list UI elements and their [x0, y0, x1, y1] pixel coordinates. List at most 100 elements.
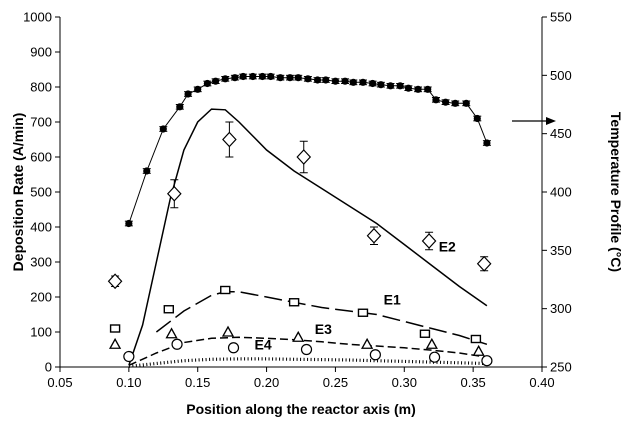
labels-layer: E1 E2 E3 E4 [255, 239, 457, 353]
data-point-e4 [300, 343, 313, 356]
data-point-e2 [421, 233, 437, 249]
temperature-point [331, 77, 340, 85]
temperature-point [313, 76, 322, 84]
data-point-e4 [369, 349, 381, 361]
temperature-point [176, 103, 184, 111]
data-point-e3 [472, 344, 485, 356]
y2-axis-title: Temperature Profile (°C) [608, 112, 624, 272]
data-point-e2 [107, 273, 123, 290]
temperature-point [258, 72, 267, 81]
temperature-point [341, 77, 349, 85]
y-axis-title: Deposition Rate (A/min) [10, 113, 26, 272]
x-tick-label: 0.10 [116, 375, 141, 390]
series-layer [107, 72, 493, 368]
temperature-point [386, 82, 395, 90]
temperature-point [377, 81, 385, 89]
data-point-e4 [227, 342, 240, 354]
x-axis-title: Position along the reactor axis (m) [186, 401, 416, 417]
y-tick-label: 300 [30, 255, 52, 270]
data-point-e4 [171, 338, 183, 350]
x-tick-label: 0.40 [529, 375, 554, 390]
data-point-e2 [366, 227, 382, 244]
temperature-point [424, 85, 432, 93]
temperature-point [212, 77, 220, 85]
temperature-point [483, 139, 491, 147]
data-point-e3 [425, 337, 438, 349]
data-point-e3 [360, 337, 374, 349]
temperature-point [322, 76, 330, 84]
y2-tick-label: 250 [550, 360, 572, 375]
series-label-e2: E2 [439, 239, 456, 255]
y2-tick-label: 350 [550, 243, 572, 258]
data-point-e1 [109, 324, 121, 333]
temperature-point [304, 75, 312, 83]
temperature-point [396, 82, 404, 90]
y2-tick-label: 500 [550, 68, 572, 83]
right-axis-arrow-head [546, 117, 556, 125]
x-tick-label: 0.30 [392, 375, 417, 390]
temperature-point [203, 79, 211, 88]
data-point-e2 [166, 185, 182, 202]
data-point-e4 [428, 351, 441, 363]
temperature-point [451, 99, 459, 107]
data-point-e2 [476, 255, 492, 272]
data-point-e1 [220, 285, 231, 295]
x-tick-label: 0.15 [185, 375, 210, 390]
data-point-e1 [419, 329, 431, 338]
data-point-e3 [165, 327, 178, 339]
y2-tick-label: 550 [550, 10, 572, 25]
temperature-point [294, 74, 302, 82]
temperature-point [143, 167, 151, 175]
temperature-point [231, 74, 239, 82]
y2-tick-label: 300 [550, 301, 572, 316]
y2-tick-label: 450 [550, 126, 572, 141]
temperature-point [286, 74, 294, 82]
temperature-point [267, 72, 275, 81]
data-point-e2 [222, 131, 237, 148]
temperature-point [442, 98, 450, 106]
temperature-point [369, 79, 377, 88]
y-tick-label: 900 [30, 45, 52, 60]
axes-layer: 0.05 0.10 0.15 0.20 0.25 0.30 0.35 0.40 0 100 200 3… [10, 10, 624, 418]
x-tick-label: 0.25 [323, 375, 348, 390]
temperature-point [414, 85, 422, 93]
data-point-e2 [296, 149, 312, 165]
series-label-e1: E1 [384, 292, 401, 308]
temperature-point [473, 114, 481, 123]
y-tick-label: 0 [45, 360, 52, 375]
data-point-e3 [292, 330, 305, 342]
temperature-point [239, 72, 247, 81]
temperature-point [221, 75, 229, 83]
temperature-point [404, 84, 413, 92]
model-curve-e2 [128, 108, 488, 366]
y-tick-label: 200 [30, 290, 52, 305]
data-point-e1 [357, 308, 369, 317]
temperature-point [349, 78, 357, 86]
model-curve-e3 [128, 336, 488, 366]
temperature-point [359, 78, 367, 86]
x-tick-label: 0.20 [254, 375, 279, 390]
data-point-e3 [221, 325, 235, 337]
temperature-point [194, 85, 202, 93]
data-point-e1 [470, 334, 482, 344]
x-tick-label: 0.35 [460, 375, 485, 390]
y-tick-label: 400 [30, 220, 52, 235]
data-point-e1 [288, 298, 300, 307]
temperature-point [184, 90, 192, 98]
y-tick-label: 700 [30, 115, 52, 130]
y2-tick-label: 400 [550, 185, 572, 200]
y-tick-label: 100 [30, 325, 52, 340]
y-tick-label: 800 [30, 80, 52, 95]
model-curve-e4 [128, 357, 487, 368]
data-point-e4 [123, 350, 135, 363]
series-label-e4: E4 [255, 337, 272, 353]
y-tick-label: 1000 [23, 10, 52, 25]
temperature-point [249, 72, 257, 81]
temperature-point [432, 96, 440, 104]
temperature-point [276, 74, 284, 82]
y-tick-label: 500 [30, 185, 52, 200]
temperature-point [125, 219, 133, 228]
temperature-point [159, 125, 167, 133]
data-point-e3 [108, 337, 122, 349]
